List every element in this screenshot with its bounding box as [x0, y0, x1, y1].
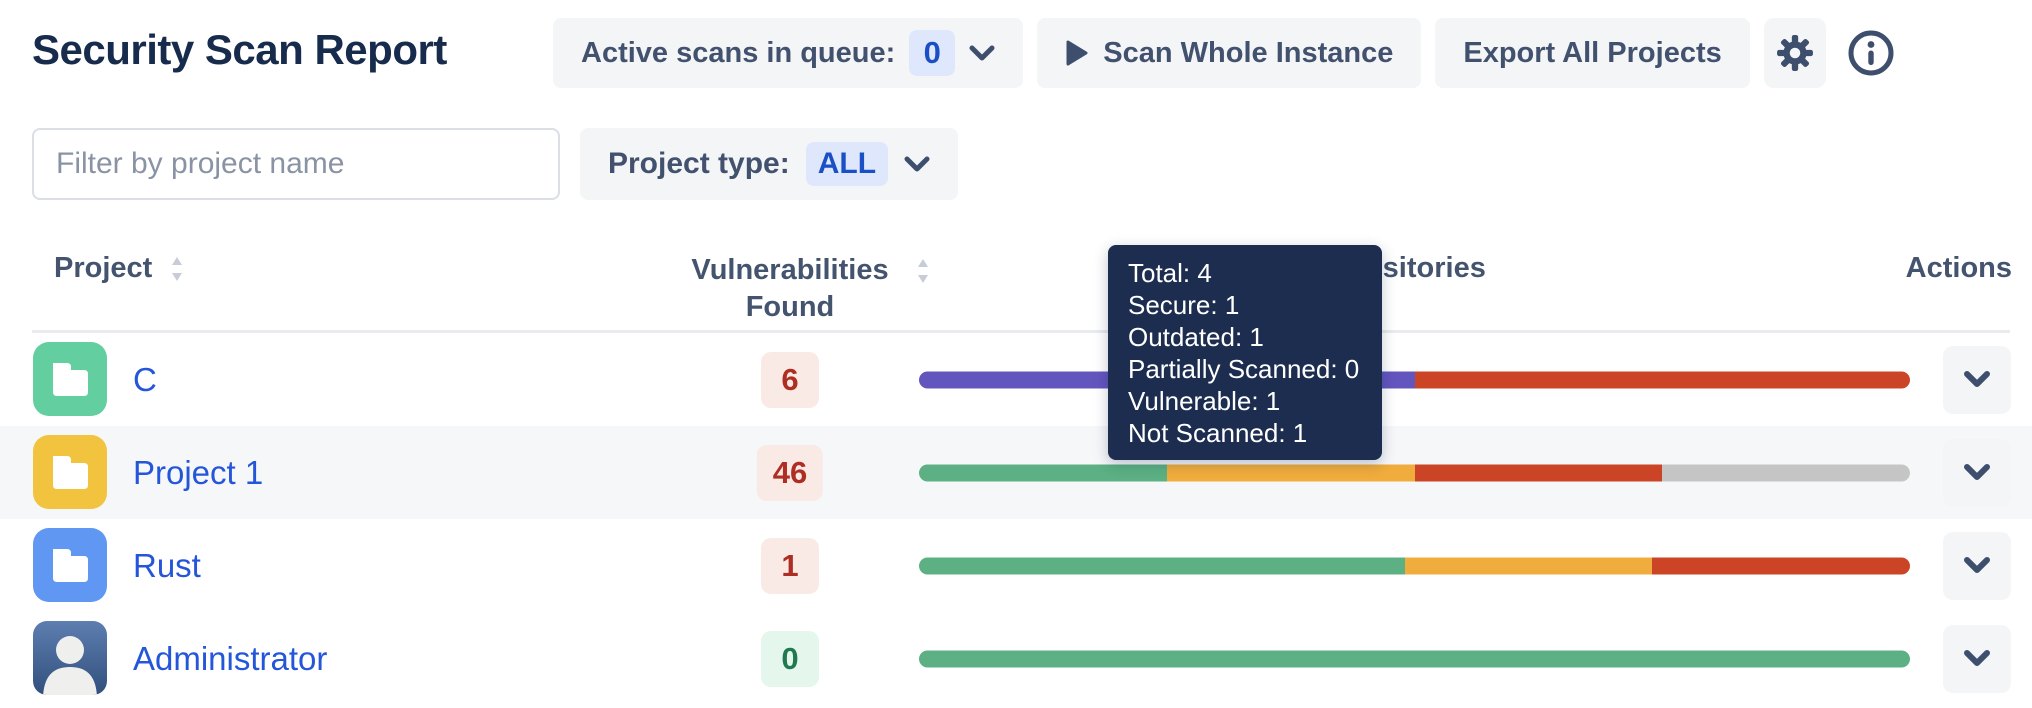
- bar-segment-vulnerable: [1414, 464, 1663, 481]
- project-name-link[interactable]: Project 1: [133, 453, 264, 491]
- row-actions-dropdown-button[interactable]: [1943, 531, 2011, 600]
- tooltip-line: Vulnerable: 1: [1128, 386, 1281, 416]
- chevron-down-icon: [1963, 370, 1991, 389]
- user-avatar: [33, 621, 107, 695]
- table-rows: C 6 Project 1 46 Rust 1 Administrator 0: [0, 333, 2032, 705]
- project-name-link[interactable]: Administrator: [133, 639, 328, 677]
- table-row: Project 1 46: [0, 426, 2032, 519]
- bar-segment-outdated: [1404, 557, 1653, 574]
- table-row: Rust 1: [0, 519, 2032, 612]
- column-header-project-label: Project: [54, 252, 153, 284]
- chevron-down-icon: [904, 155, 930, 173]
- bar-segment-vulnerable: [1414, 371, 1910, 388]
- gear-icon: [1776, 34, 1814, 72]
- chevron-down-icon: [969, 44, 995, 62]
- export-all-projects-label: Export All Projects: [1463, 36, 1722, 69]
- bar-segment-outdated: [1166, 464, 1415, 481]
- scan-whole-instance-button[interactable]: Scan Whole Instance: [1037, 18, 1422, 88]
- project-type-label: Project type:: [608, 147, 790, 180]
- info-button[interactable]: [1840, 18, 1902, 88]
- active-scans-count-badge: 0: [909, 30, 956, 76]
- active-scans-queue-button[interactable]: Active scans in queue: 0: [553, 18, 1024, 88]
- bar-segment-secure: [919, 650, 1910, 667]
- settings-button[interactable]: [1763, 18, 1826, 88]
- project-name-link[interactable]: Rust: [133, 546, 201, 584]
- header-divider: [32, 330, 2010, 333]
- column-header-project[interactable]: Project: [54, 252, 184, 285]
- row-actions-dropdown-button[interactable]: [1943, 624, 2011, 693]
- sort-icon[interactable]: [170, 256, 184, 282]
- column-header-actions: Actions: [1906, 252, 2012, 285]
- project-folder-icon: [33, 342, 107, 416]
- repositories-status-bar[interactable]: [919, 464, 1910, 481]
- page-title: Security Scan Report: [32, 26, 447, 73]
- bar-segment-vulnerable: [1652, 557, 1910, 574]
- row-actions-dropdown-button[interactable]: [1943, 438, 2011, 507]
- bar-segment-secure: [919, 464, 1167, 481]
- info-icon: [1847, 29, 1895, 77]
- chevron-down-icon: [1963, 463, 1991, 482]
- project-folder-icon: [33, 528, 107, 602]
- tooltip-line: Secure: 1: [1128, 290, 1240, 320]
- project-folder-icon: [33, 435, 107, 509]
- project-type-value-badge: ALL: [805, 142, 889, 186]
- export-all-projects-button[interactable]: Export All Projects: [1435, 18, 1750, 88]
- sort-icon[interactable]: [916, 258, 930, 284]
- tooltip-line: Partially Scanned: 0: [1128, 354, 1360, 384]
- project-name-filter-input[interactable]: [32, 128, 560, 200]
- column-header-vulnerabilities[interactable]: Vulnerabilities Found: [670, 252, 928, 326]
- repositories-status-bar[interactable]: [919, 371, 1910, 388]
- scan-whole-instance-label: Scan Whole Instance: [1103, 36, 1394, 69]
- tooltip-line: Not Scanned: 1: [1128, 418, 1308, 448]
- active-scans-label: Active scans in queue:: [581, 36, 896, 69]
- table-row: Administrator 0: [0, 612, 2032, 705]
- repositories-status-bar[interactable]: [919, 557, 1910, 574]
- project-type-dropdown[interactable]: Project type: ALL: [580, 128, 959, 200]
- chevron-down-icon: [1963, 649, 1991, 668]
- bar-segment-secure: [919, 557, 1405, 574]
- toolbar: Active scans in queue: 0 Scan Whole Inst…: [553, 18, 1902, 88]
- project-name-link[interactable]: C: [133, 360, 157, 398]
- repositories-status-bar[interactable]: [919, 650, 1910, 667]
- vulnerabilities-count-badge: 6: [761, 351, 819, 408]
- repositories-tooltip: Total: 4 Secure: 1 Outdated: 1 Partially Sc…: [1108, 245, 1382, 460]
- column-header-actions-label: Actions: [1905, 252, 2012, 284]
- vulnerabilities-count-badge: 0: [761, 630, 819, 687]
- column-header-vulnerabilities-label: Vulnerabilities Found: [691, 254, 889, 323]
- tooltip-line: Outdated: 1: [1128, 322, 1264, 352]
- chevron-down-icon: [1963, 556, 1991, 575]
- vulnerabilities-count-badge: 1: [761, 537, 819, 594]
- play-icon: [1065, 39, 1089, 67]
- row-actions-dropdown-button[interactable]: [1943, 345, 2011, 414]
- vulnerabilities-count-badge: 46: [756, 444, 824, 501]
- tooltip-line: Total: 4: [1128, 258, 1212, 288]
- bar-segment-not_scanned: [1662, 464, 1910, 481]
